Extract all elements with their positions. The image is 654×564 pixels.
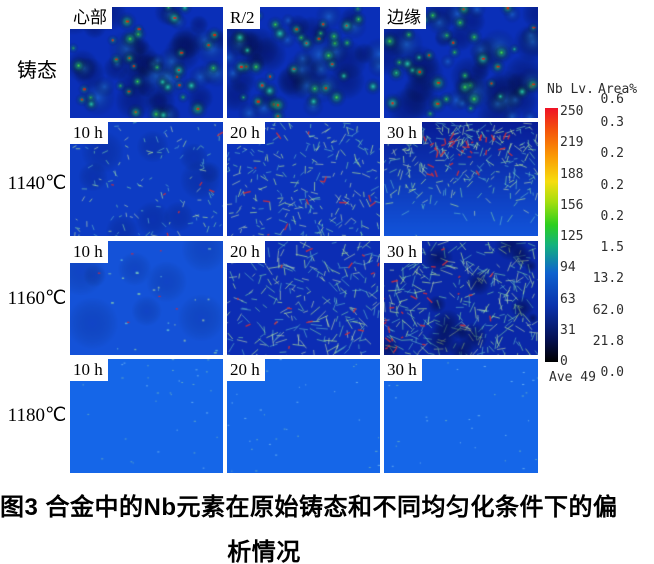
panel-cast-edge: 边缘 (384, 7, 538, 118)
panel-1180c-30h: 30 h (384, 359, 538, 473)
scale-level-value: 125 (560, 229, 584, 244)
scale-area-value: 0.2 (600, 208, 624, 224)
scale-level-value: 63 (560, 291, 576, 307)
colorbar-gradient (545, 108, 558, 362)
scale-level-value: 250 (560, 104, 584, 119)
panel-1140c-20h: 20 h (227, 122, 380, 236)
panel-label-30h: 30 h (384, 241, 422, 263)
panel-label-30h: 30 h (384, 122, 422, 144)
row-label-1140c: 1140℃ (7, 173, 67, 194)
panel-cast-r2: R/2 (227, 7, 380, 118)
panel-label-r2: R/2 (227, 7, 260, 29)
panel-cast-core: 心部 (70, 7, 223, 118)
scale-level-value: 188 (560, 166, 584, 182)
panel-label-20h: 20 h (227, 122, 265, 144)
scale-area-value: 1.5 (600, 240, 624, 255)
row-label-1160c: 1160℃ (7, 288, 67, 309)
panel-1160c-10h: 10 h (70, 241, 223, 355)
panel-1160c-20h: 20 h (227, 241, 380, 355)
panel-label-10h: 10 h (70, 241, 108, 263)
row-label-as-cast: 铸态 (17, 60, 57, 82)
panel-1140c-10h: 10 h (70, 122, 223, 236)
scale-area-value: 62.0 (592, 302, 624, 318)
scale-area-value: 0.3 (600, 115, 624, 130)
row-label-1180c: 1180℃ (7, 405, 67, 426)
scale-area-value: 0.6 (600, 92, 624, 107)
panel-label-20h: 20 h (227, 359, 265, 381)
scale-level-value: 156 (560, 197, 584, 213)
scale-level-value: 31 (560, 322, 576, 338)
panel-label-10h: 10 h (70, 359, 108, 381)
scale-area-value: 21.8 (592, 333, 624, 349)
scale-area-value: 0.2 (600, 146, 624, 162)
scale-level-value: 0 (560, 354, 568, 369)
panel-label-10h: 10 h (70, 122, 108, 144)
scale-average-label: Ave 49 (549, 370, 596, 385)
panel-label-20h: 20 h (227, 241, 265, 263)
scale-area-value: 0.0 (600, 365, 624, 380)
figure-caption-line1: 图3 合金中的Nb元素在原始铸态和不同均匀化条件下的偏 (0, 494, 618, 521)
panel-1180c-20h: 20 h (227, 359, 380, 473)
scale-level-value: 94 (560, 260, 576, 276)
figure-caption-line2: 析情况 (227, 539, 301, 564)
panel-label-30h: 30 h (384, 359, 422, 381)
panel-1160c-30h: 30 h (384, 241, 538, 355)
scale-area-header: Area% (598, 82, 638, 97)
scale-area-value: 13.2 (592, 271, 624, 287)
panel-1140c-30h: 30 h (384, 122, 538, 236)
scale-level-value: 219 (560, 135, 584, 151)
scale-area-value: 0.2 (600, 177, 624, 193)
panel-label-edge: 边缘 (384, 7, 426, 29)
panel-label-core: 心部 (70, 7, 112, 29)
panel-1180c-10h: 10 h (70, 359, 223, 473)
scale-level-header: Nb Lv. (547, 82, 594, 97)
